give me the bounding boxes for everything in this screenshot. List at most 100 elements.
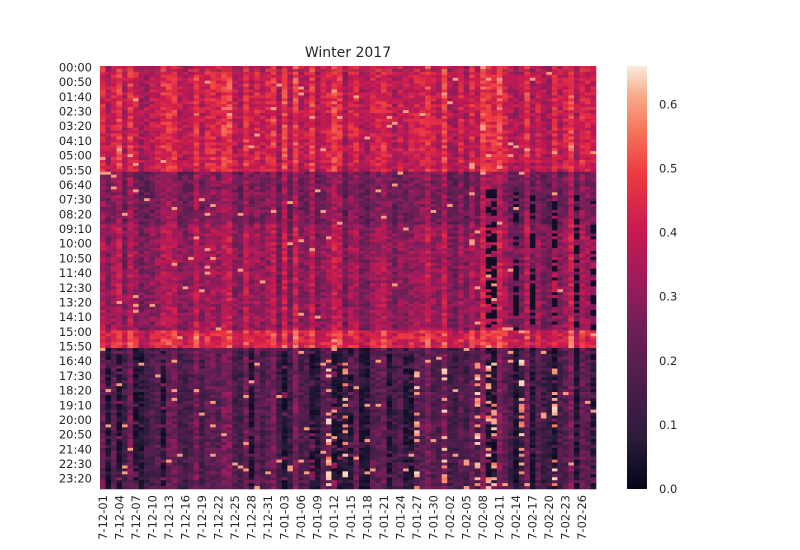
heatmap-cell [105, 165, 112, 170]
heatmap-cell [188, 483, 194, 487]
heatmap-cell [221, 171, 228, 175]
heatmap-cell [270, 406, 277, 410]
heatmap-cell [155, 192, 161, 196]
heatmap-cell [127, 374, 134, 378]
heatmap-cell [122, 433, 128, 437]
heatmap-cell [149, 468, 156, 472]
heatmap-cell [188, 71, 194, 76]
heatmap-cell [226, 283, 233, 287]
heatmap-cell [232, 236, 239, 240]
heatmap-cell [237, 330, 244, 334]
heatmap-cell [133, 189, 139, 193]
heatmap-cell [171, 242, 178, 246]
heatmap-cell [160, 233, 167, 237]
heatmap-cell [199, 130, 206, 134]
heatmap-cell [188, 397, 194, 402]
heatmap-cell [287, 339, 294, 343]
heatmap-cell [149, 66, 156, 70]
heatmap-cell [166, 480, 172, 484]
heatmap-cell [254, 371, 261, 375]
heatmap-cell [226, 324, 233, 328]
heatmap-cell [111, 204, 117, 208]
heatmap-cell [116, 377, 123, 381]
heatmap-cell [226, 406, 233, 410]
heatmap-cell [232, 406, 239, 410]
heatmap-cell [204, 444, 211, 449]
heatmap-cell [144, 107, 150, 111]
heatmap-cell [270, 110, 277, 114]
heatmap-cell [193, 212, 200, 217]
heatmap-cell [226, 442, 233, 446]
heatmap-cell [232, 465, 239, 469]
heatmap-cell [133, 374, 139, 378]
heatmap-cell [248, 265, 255, 269]
heatmap-cell [232, 439, 239, 443]
heatmap-cell [105, 345, 112, 349]
heatmap-cell [237, 436, 244, 440]
heatmap-cell [171, 465, 178, 469]
heatmap-cell [287, 277, 294, 281]
heatmap-cell [204, 424, 211, 428]
heatmap-cell [215, 424, 222, 428]
heatmap-cell [149, 115, 156, 120]
heatmap-cell [171, 139, 178, 143]
heatmap-cell [243, 133, 250, 137]
heatmap-cell [171, 98, 178, 102]
heatmap-cell [171, 365, 178, 369]
heatmap-cell [182, 433, 189, 437]
heatmap-cell [182, 447, 189, 452]
heatmap-cell [177, 71, 183, 76]
heatmap-cell [265, 83, 272, 87]
heatmap-cell [182, 444, 189, 449]
heatmap-cell [254, 242, 261, 246]
heatmap-cell [100, 101, 106, 105]
heatmap-cell [116, 136, 123, 140]
heatmap-cell [259, 324, 266, 328]
heatmap-cell [127, 274, 134, 278]
heatmap-cell [204, 474, 211, 478]
heatmap-cell [215, 362, 222, 366]
heatmap-cell [188, 271, 194, 275]
heatmap-cell [232, 110, 239, 114]
heatmap-cell [155, 139, 161, 143]
heatmap-cell [138, 400, 145, 405]
heatmap-cell [248, 474, 255, 478]
heatmap-cell [226, 418, 233, 422]
heatmap-cell [116, 471, 123, 475]
heatmap-cell [160, 301, 167, 305]
heatmap-cell [259, 177, 266, 181]
heatmap-cell [210, 204, 217, 208]
heatmap-cell [199, 427, 206, 431]
heatmap-cell [199, 165, 206, 170]
heatmap-cell [182, 283, 189, 287]
heatmap-cell [149, 183, 156, 187]
heatmap-cell [199, 236, 206, 240]
heatmap-cell [127, 139, 134, 143]
heatmap-cell [259, 283, 266, 287]
heatmap-cell [215, 165, 222, 170]
heatmap-cell [210, 92, 217, 96]
heatmap-cell [193, 298, 200, 302]
heatmap-cell [204, 89, 211, 93]
heatmap-cell [149, 139, 156, 143]
heatmap-cell [210, 359, 217, 363]
heatmap-cell [144, 177, 150, 181]
heatmap-cell [188, 409, 194, 413]
heatmap-cell [127, 280, 134, 284]
heatmap-cell [232, 121, 239, 126]
heatmap-cell [204, 368, 211, 372]
heatmap-cell [122, 415, 128, 419]
heatmap-cell [166, 471, 172, 475]
heatmap-cell [127, 233, 134, 237]
heatmap-cell [226, 459, 233, 463]
heatmap-cell [281, 453, 288, 457]
heatmap-cell [265, 124, 272, 128]
heatmap-cell [259, 256, 266, 261]
heatmap-cell [144, 348, 150, 352]
heatmap-cell [133, 201, 139, 205]
heatmap-cell [155, 207, 161, 211]
heatmap-cell [111, 154, 117, 158]
heatmap-cell [276, 189, 283, 193]
heatmap-cell [171, 283, 178, 287]
heatmap-cell [122, 374, 128, 378]
